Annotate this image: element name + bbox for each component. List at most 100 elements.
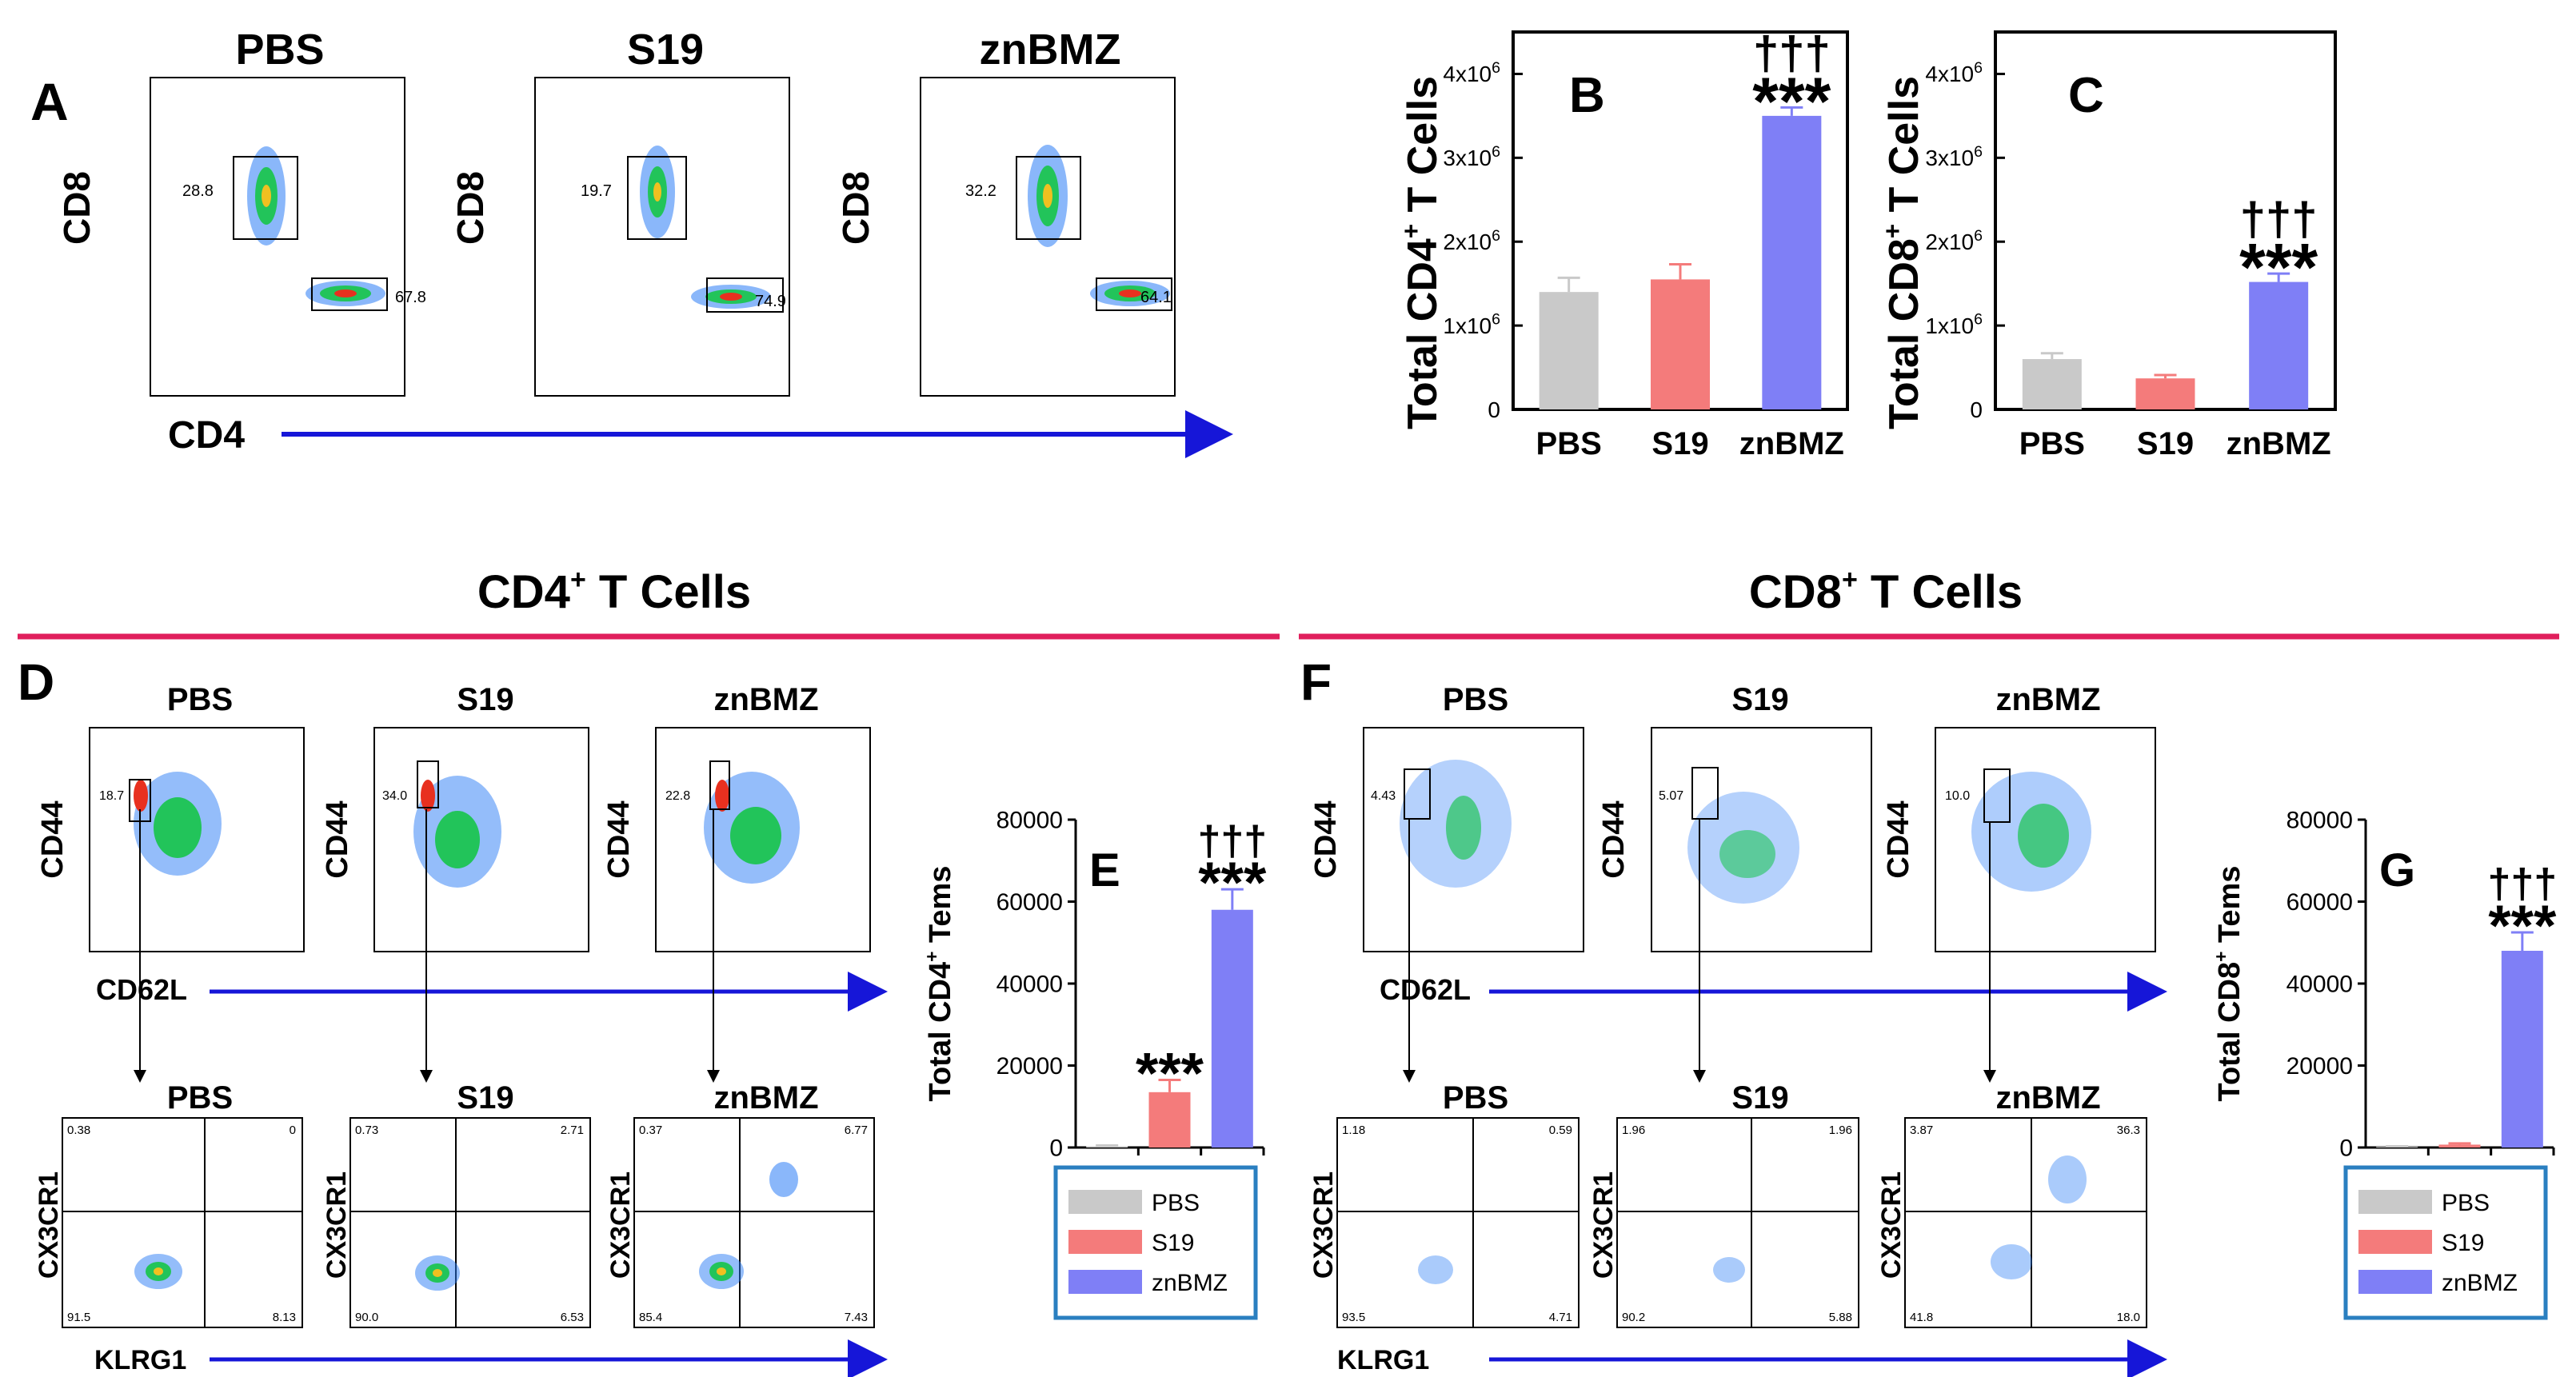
quadrant-bl: 90.2 <box>1622 1311 1645 1324</box>
flow-plot-a-s19: 19.7 74.9 CD8 <box>449 77 790 397</box>
cd44-plot-pbs: 4.43 CD44 <box>1309 727 1584 952</box>
y-axis-label-cd44: CD44 <box>602 800 636 878</box>
y-tick-label: 60000 <box>2286 889 2353 916</box>
cd4-gate <box>706 277 784 313</box>
panel-d-title-s19: S19 <box>457 682 513 717</box>
y-tick-label: 60000 <box>996 889 1063 916</box>
cd8-population-center <box>1043 184 1052 208</box>
y-axis-label-cd8: CD8 <box>835 171 877 245</box>
y-tick-label: 1x106 <box>1925 311 1983 338</box>
quadrant-plot-znbmz: 3.87 36.3 41.8 18.0 CX3CR1 <box>1876 1117 2147 1328</box>
population-core <box>2018 804 2069 868</box>
category-label: S19 <box>1651 426 1708 461</box>
double-positive-population <box>769 1162 798 1197</box>
y-axis-label-cd8: CD8 <box>56 171 98 245</box>
significance-stars: *** <box>1752 63 1831 138</box>
quadrant-bl: 90.0 <box>355 1311 378 1324</box>
cd8-gate-value: 32.2 <box>965 182 996 200</box>
plot-frame <box>1904 1117 2147 1328</box>
cd4-gate <box>311 277 388 311</box>
category-label: PBS <box>2019 426 2085 461</box>
plot-frame <box>1336 1117 1580 1328</box>
significance-dagger: ††† <box>1197 818 1267 864</box>
cd8-gate <box>627 156 687 240</box>
y-axis-label-cd44: CD44 <box>1597 800 1631 878</box>
cd4-population-center <box>334 289 357 297</box>
quadrant-tl: 0.38 <box>67 1124 90 1137</box>
population-center <box>134 780 148 812</box>
y-tick-label: 0 <box>1488 397 1500 422</box>
panel-f: F PBS S19 znBMZ 4.43 CD44 5.07 CD44 10.0… <box>1300 653 2167 1377</box>
legend-label-s19: S19 <box>2442 1230 2484 1256</box>
cd4-population-center <box>720 293 742 301</box>
panel-a-letter: A <box>30 72 69 131</box>
y-tick-label: 80000 <box>996 808 1063 834</box>
quadrant-br: 18.0 <box>2117 1311 2140 1324</box>
y-axis-label-cd44: CD44 <box>1882 800 1915 878</box>
flow-plot-a-pbs: 28.8 67.8 CD8 <box>56 77 426 397</box>
y-tick-label: 40000 <box>996 972 1063 998</box>
legend-swatch-znbmz <box>2358 1270 2432 1294</box>
legend-g: PBS S19 znBMZ <box>2343 1165 2548 1320</box>
panel-a-title-pbs: PBS <box>235 26 324 74</box>
quadrant-br: 4.71 <box>1549 1311 1572 1324</box>
panel-d-bottom-title-znbmz: znBMZ <box>713 1080 818 1116</box>
section-headers: CD4+ T Cells CD8+ T Cells <box>18 565 2559 640</box>
gate-value: 10.0 <box>1945 789 1970 803</box>
legend-swatch-s19 <box>1068 1230 1142 1254</box>
quadrant-tr: 1.96 <box>1829 1124 1852 1137</box>
y-tick-label: 4x106 <box>1443 59 1500 86</box>
bar-pbs <box>1539 292 1599 409</box>
significance-stars: *** <box>2239 230 2318 305</box>
y-axis-label-cd44: CD44 <box>36 800 70 878</box>
y-tick-label: 80000 <box>2286 808 2353 834</box>
bar-pbs <box>2022 359 2082 409</box>
legend-label-pbs: PBS <box>2442 1190 2490 1216</box>
gate-value: 4.43 <box>1371 789 1396 803</box>
x-axis-label-cd62l: CD62L <box>1380 973 1471 1006</box>
panel-letter: G <box>2379 844 2415 896</box>
significance-stars: *** <box>1136 1041 1204 1106</box>
quadrant-tl: 3.87 <box>1910 1124 1933 1137</box>
y-tick-label: 20000 <box>2286 1053 2353 1080</box>
bar-pbs <box>1086 1146 1128 1148</box>
panel-a-title-s19: S19 <box>627 26 704 74</box>
quadrant-plot-s19: 0.73 2.71 90.0 6.53 CX3CR1 <box>322 1117 591 1328</box>
y-axis-label-cx3cr1: CX3CR1 <box>322 1171 352 1279</box>
legend-label-znbmz: znBMZ <box>1152 1270 1228 1296</box>
bar-s19 <box>2135 378 2195 409</box>
cd8-population-center <box>262 185 271 207</box>
x-axis-label-klrg1: KLRG1 <box>1337 1345 1429 1375</box>
cd4-gate-value: 74.9 <box>755 293 786 310</box>
panel-d-bottom-title-s19: S19 <box>457 1080 513 1116</box>
quadrant-br: 6.53 <box>561 1311 584 1324</box>
panel-letter: B <box>1569 68 1605 123</box>
panel-f-title-znbmz: znBMZ <box>1995 682 2100 717</box>
bar-znbmz <box>1762 115 1822 409</box>
population-core <box>154 797 202 858</box>
quadrant-tr: 2.71 <box>561 1124 584 1137</box>
y-tick-label: 2x106 <box>1925 227 1983 254</box>
panel-letter: E <box>1089 844 1120 896</box>
population-center <box>154 1267 163 1275</box>
panel-letter: C <box>2068 68 2104 123</box>
quadrant-bl: 91.5 <box>67 1311 90 1324</box>
y-axis-label-cx3cr1: CX3CR1 <box>605 1171 636 1279</box>
quadrant-tr: 0 <box>290 1124 296 1137</box>
significance-stars: *** <box>1198 851 1267 916</box>
population-core <box>1446 796 1481 860</box>
quadrant-tr: 36.3 <box>2117 1124 2140 1137</box>
y-tick-label: 40000 <box>2286 972 2353 998</box>
quadrant-bl: 93.5 <box>1342 1311 1365 1324</box>
population-center <box>421 780 435 812</box>
cd44-plot-znbmz: 22.8 CD44 <box>602 727 871 952</box>
panel-f-title-pbs: PBS <box>1443 682 1508 717</box>
panel-f-bottom-title-znbmz: znBMZ <box>1995 1080 2100 1116</box>
legend-swatch-s19 <box>2358 1230 2432 1254</box>
legend-label-s19: S19 <box>1152 1230 1194 1256</box>
population-center <box>433 1269 442 1277</box>
bar-s19 <box>1651 279 1710 409</box>
